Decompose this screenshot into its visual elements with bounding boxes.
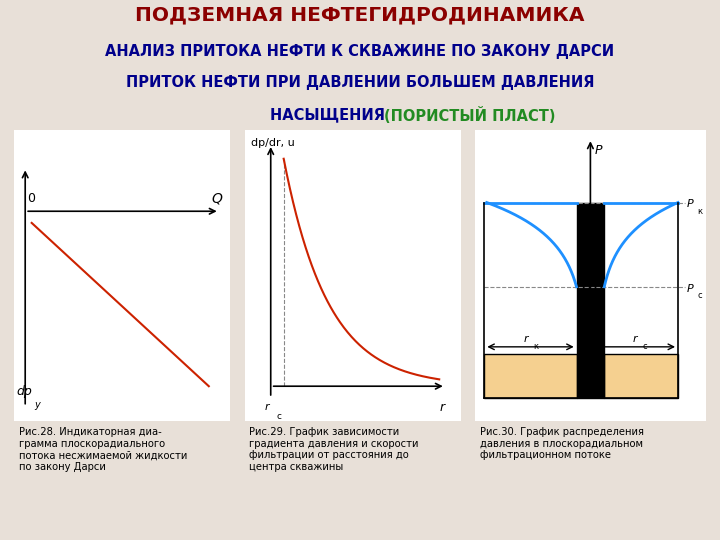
- Text: c: c: [698, 291, 702, 300]
- Text: к: к: [534, 342, 539, 351]
- Text: y: y: [34, 400, 40, 409]
- Text: r: r: [439, 401, 444, 414]
- Text: НАСЫЩЕНИЯ: НАСЫЩЕНИЯ: [270, 107, 390, 122]
- Text: Рис.30. График распределения
давления в плоскорадиальном
фильтрационном потоке: Рис.30. График распределения давления в …: [480, 427, 644, 460]
- Text: Q: Q: [211, 191, 222, 205]
- Text: Рис.29. График зависимости
градиента давления и скорости
фильтрации от расстояни: Рис.29. График зависимости градиента дав…: [249, 427, 418, 472]
- Text: dp/dr, u: dp/dr, u: [251, 138, 295, 149]
- Text: c: c: [642, 342, 647, 351]
- Text: r: r: [582, 334, 587, 344]
- Text: r: r: [633, 334, 638, 344]
- Text: P: P: [687, 284, 694, 294]
- Text: ПОДЗЕМНАЯ НЕФТЕГИДРОДИНАМИКА: ПОДЗЕМНАЯ НЕФТЕГИДРОДИНАМИКА: [135, 6, 585, 25]
- Text: АНАЛИЗ ПРИТОКА НЕФТИ К СКВАЖИНЕ ПО ЗАКОНУ ДАРСИ: АНАЛИЗ ПРИТОКА НЕФТИ К СКВАЖИНЕ ПО ЗАКОН…: [105, 44, 615, 59]
- Text: r: r: [523, 334, 528, 344]
- FancyBboxPatch shape: [604, 354, 678, 398]
- Text: P: P: [595, 144, 603, 157]
- Text: ПРИТОК НЕФТИ ПРИ ДАВЛЕНИИ БОЛЬШЕМ ДАВЛЕНИЯ: ПРИТОК НЕФТИ ПРИ ДАВЛЕНИИ БОЛЬШЕМ ДАВЛЕН…: [126, 75, 594, 90]
- Text: P: P: [687, 199, 694, 209]
- Text: к: к: [698, 207, 703, 216]
- FancyBboxPatch shape: [577, 202, 604, 398]
- Text: dp: dp: [17, 385, 32, 398]
- Text: r: r: [264, 402, 269, 413]
- Text: (ПОРИСТЫЙ ПЛАСТ): (ПОРИСТЫЙ ПЛАСТ): [384, 107, 555, 124]
- FancyBboxPatch shape: [485, 354, 577, 398]
- Text: 0: 0: [27, 192, 35, 205]
- Text: Рис.28. Индикаторная диа-
грамма плоскорадиального
потока несжимаемой жидкости
п: Рис.28. Индикаторная диа- грамма плоскор…: [19, 427, 187, 472]
- Text: c: c: [276, 412, 281, 421]
